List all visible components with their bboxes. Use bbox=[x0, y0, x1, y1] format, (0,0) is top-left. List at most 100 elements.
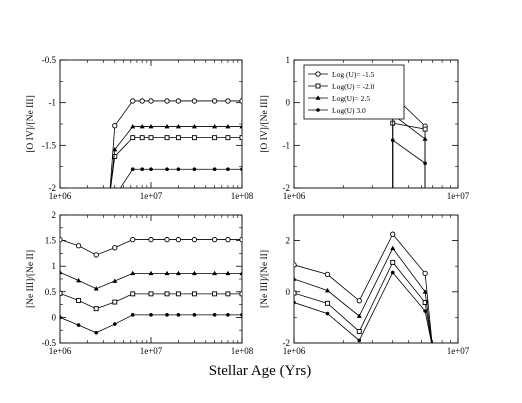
marker-circle bbox=[211, 98, 218, 104]
marker-square bbox=[356, 329, 362, 334]
marker-square bbox=[294, 290, 297, 296]
y-tick-label: -1 bbox=[283, 140, 291, 150]
marker-triangle bbox=[93, 286, 99, 291]
marker-square bbox=[139, 135, 145, 141]
series-line bbox=[294, 247, 433, 343]
marker-circle bbox=[130, 236, 136, 243]
marker-circle bbox=[191, 236, 198, 243]
marker-dot bbox=[130, 313, 135, 317]
x-tick-label: 1e+06 bbox=[283, 346, 306, 356]
x-tick-label: 1e+08 bbox=[231, 346, 254, 356]
marker-square bbox=[148, 291, 154, 297]
marker-dot bbox=[192, 167, 197, 172]
marker-circle bbox=[130, 98, 136, 104]
y-tick-label: -2 bbox=[283, 183, 291, 193]
marker-dot bbox=[294, 300, 296, 305]
marker-triangle bbox=[422, 289, 428, 294]
marker-circle bbox=[112, 123, 118, 129]
marker-triangle bbox=[324, 287, 330, 293]
y-tick-label: 0 bbox=[52, 312, 57, 322]
y-tick-label: -0.5 bbox=[42, 338, 57, 348]
marker-triangle bbox=[225, 123, 231, 129]
marker-circle bbox=[390, 231, 396, 237]
marker-square bbox=[422, 126, 428, 132]
marker-square bbox=[225, 291, 231, 297]
marker-triangle bbox=[76, 277, 82, 283]
legend: Log (U)= -1.5 Log(U) = -2.0 Log(U)= 2.5 Log… bbox=[303, 64, 405, 120]
panel-top-right: 1e+06 1e+07 -2 -1 0 1 [O IV]/[Ne III] Log (U)= … bbox=[260, 55, 470, 201]
marker-triangle bbox=[315, 95, 321, 100]
y-axis-label: [Ne III]/[Ne II] bbox=[26, 250, 36, 308]
series-square bbox=[110, 135, 242, 188]
marker-triangle bbox=[225, 270, 231, 276]
marker-circle bbox=[356, 298, 362, 304]
marker-square bbox=[175, 291, 181, 297]
marker-square bbox=[212, 291, 218, 297]
marker-dot bbox=[316, 108, 320, 112]
marker-dot bbox=[357, 338, 362, 343]
y-tick-label: 2 bbox=[52, 210, 57, 220]
x-tick-label: 1e+07 bbox=[447, 346, 470, 356]
x-tick-label: 1e+07 bbox=[140, 346, 163, 356]
marker-triangle bbox=[148, 123, 154, 129]
marker-square bbox=[191, 135, 197, 141]
marker-dot bbox=[390, 270, 395, 275]
series-line bbox=[294, 261, 433, 343]
y-tick-label: 0 bbox=[286, 98, 291, 108]
series-triangle bbox=[294, 245, 433, 343]
series-dot bbox=[390, 138, 427, 188]
marker-dot bbox=[176, 313, 181, 317]
marker-square bbox=[112, 299, 118, 305]
legend-label: Log(U)= 2.5 bbox=[332, 94, 370, 103]
marker-circle bbox=[164, 98, 170, 104]
marker-triangle bbox=[212, 123, 218, 129]
series-dot bbox=[119, 167, 242, 188]
marker-triangle bbox=[112, 147, 118, 152]
marker-triangle bbox=[60, 269, 63, 275]
marker-square bbox=[225, 135, 231, 141]
marker-square bbox=[212, 135, 218, 141]
series-circle bbox=[294, 231, 433, 343]
marker-square bbox=[239, 135, 242, 141]
marker-dot bbox=[212, 167, 217, 172]
marker-triangle bbox=[212, 270, 218, 276]
panel-bottom-right: 1e+06 1e+07 -2 0 2 [Ne III]/[Ne II] bbox=[260, 214, 470, 356]
marker-square bbox=[164, 291, 170, 297]
series-line bbox=[110, 126, 242, 188]
marker-triangle bbox=[390, 245, 396, 251]
marker-circle bbox=[175, 236, 182, 243]
panel-bottom-left: 1e+06 1e+07 1e+08 -0.5 0 0.5 1 1.5 2 [Ne III]/[Ne… bbox=[26, 210, 254, 356]
x-tick-label: 1e+07 bbox=[447, 191, 470, 201]
marker-dot bbox=[240, 313, 242, 317]
marker-circle bbox=[225, 236, 231, 243]
marker-circle bbox=[294, 262, 297, 268]
series-group bbox=[294, 231, 433, 343]
marker-triangle bbox=[191, 270, 197, 276]
y-tick-label: -0.5 bbox=[42, 55, 57, 65]
series-square bbox=[60, 290, 242, 312]
y-tick-label: 2 bbox=[286, 236, 291, 246]
series-circle bbox=[60, 236, 242, 258]
y-tick-label: -2 bbox=[283, 338, 291, 348]
marker-dot bbox=[140, 167, 144, 172]
marker-circle bbox=[225, 98, 231, 104]
y-tick-label: 0 bbox=[286, 287, 291, 297]
marker-dot bbox=[226, 313, 230, 317]
series-group bbox=[60, 236, 242, 335]
marker-circle bbox=[211, 236, 218, 243]
marker-circle bbox=[324, 271, 331, 278]
marker-dot bbox=[423, 309, 427, 313]
marker-square bbox=[130, 291, 136, 297]
plot-frame bbox=[293, 214, 459, 344]
marker-circle bbox=[75, 243, 82, 249]
marker-triangle bbox=[164, 123, 170, 129]
y-tick-label: 0.5 bbox=[45, 287, 57, 297]
series-line bbox=[392, 139, 426, 188]
marker-circle bbox=[148, 236, 154, 243]
marker-triangle bbox=[130, 123, 136, 129]
marker-square bbox=[112, 153, 118, 159]
marker-square bbox=[315, 83, 321, 89]
marker-dot bbox=[192, 313, 197, 317]
marker-dot bbox=[165, 167, 169, 172]
legend-label: Log (U)= -1.5 bbox=[332, 70, 375, 79]
